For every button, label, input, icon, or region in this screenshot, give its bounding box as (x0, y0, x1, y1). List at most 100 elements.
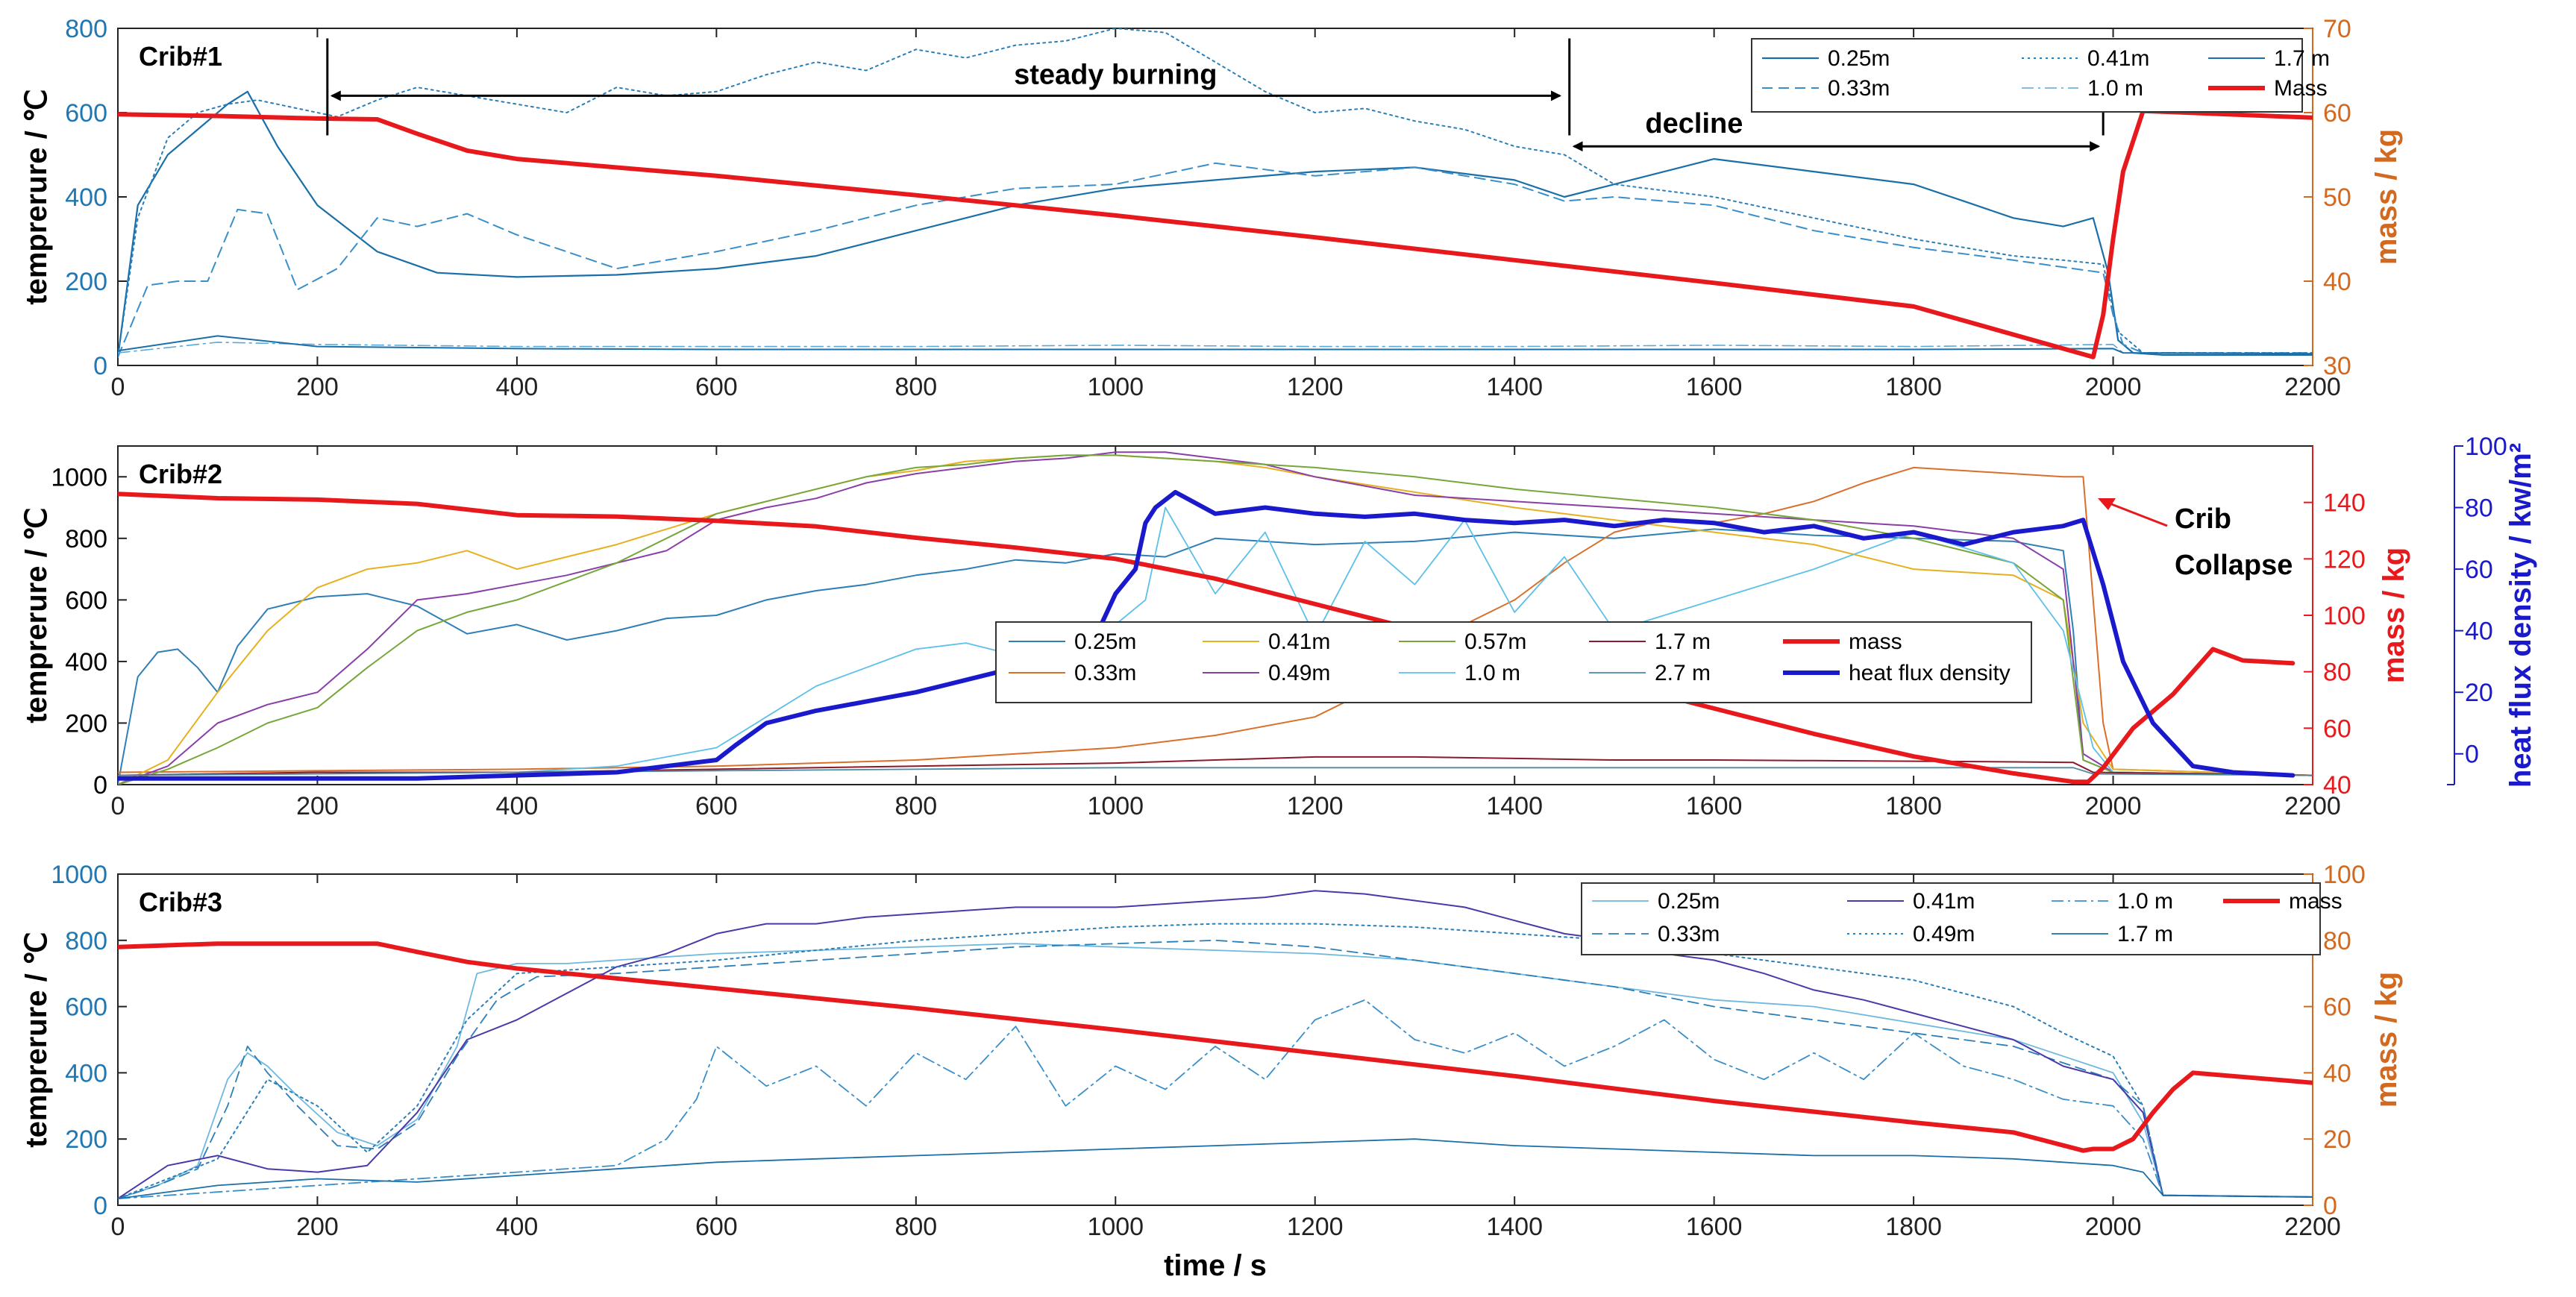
series-line-1-7-m (118, 756, 2313, 776)
y3-tick-label: 100 (2465, 433, 2507, 461)
y3-tick-label: 60 (2465, 556, 2493, 584)
y2-tick-label: 30 (2323, 352, 2351, 380)
x-tick-label: 1600 (1686, 373, 1743, 401)
y2-tick-label: 100 (2323, 861, 2366, 889)
x-tick-label: 600 (695, 792, 738, 820)
y2-tick-label: 80 (2323, 927, 2351, 955)
x-tick-label: 2200 (2284, 792, 2341, 820)
y-tick-label: 200 (65, 268, 107, 296)
y-tick-label: 800 (65, 15, 107, 43)
x-tick-label: 200 (296, 1213, 339, 1241)
y-axis-title: temprerure / ℃ (20, 507, 53, 723)
y2-axis-title: mass / kg (2370, 972, 2403, 1108)
y-tick-label: 600 (65, 586, 107, 615)
series-group (118, 28, 2313, 359)
y3-tick-label: 80 (2465, 494, 2493, 523)
annotation-label: steady burning (1014, 59, 1217, 90)
y-tick-label: 0 (93, 1192, 107, 1220)
series-line-2-7-m (118, 767, 2313, 776)
y2-tick-label: 140 (2323, 489, 2366, 518)
y-axis-title: temprerure / ℃ (20, 932, 53, 1147)
legend-label: 1.7 m (2274, 46, 2330, 71)
legend: 0.25m 0.41m 1.7 m 0.33m 1.0 m Mass (1751, 38, 2330, 113)
y-tick-label: 0 (93, 352, 107, 380)
legend-label: 0.33m (1828, 76, 1890, 101)
annotation-label: Collapse (2175, 550, 2293, 581)
x-axis-title: time / s (1164, 1249, 1267, 1282)
y-tick-label: 800 (65, 525, 107, 553)
legend-box (995, 621, 2032, 703)
legend-label: 1.0 m (2087, 76, 2143, 101)
x-tick-label: 800 (894, 373, 937, 401)
series-group (118, 890, 2313, 1200)
panel-label: Crib#2 (139, 459, 222, 489)
legend-label: 0.33m (1074, 661, 1136, 685)
legend-label: 0.57m (1464, 629, 1526, 654)
legend-label: mass (2289, 889, 2342, 914)
y2-tick-label: 0 (2323, 1192, 2337, 1220)
y2-tick-label: 60 (2323, 993, 2351, 1022)
annotation-label: Crib (2175, 503, 2231, 535)
x-tick-label: 400 (496, 792, 539, 820)
y2-tick-label: 100 (2323, 602, 2366, 630)
series-line-1-0-m (118, 506, 2313, 776)
legend-label: 1.7 m (2117, 922, 2173, 946)
legend-label: mass (1849, 629, 1902, 654)
series-line-mass (118, 108, 2313, 359)
series-line-0-41m (118, 454, 2313, 785)
x-tick-label: 1200 (1287, 792, 1344, 820)
legend-label: 1.0 m (1464, 661, 1520, 685)
plot-area (117, 445, 2313, 785)
chart-panel-2: 0 200 400 600 800 1000 1200 1400 1600 1800 2000 220… (20, 433, 2537, 820)
y-tick-label: 400 (65, 183, 107, 212)
x-tick-label: 800 (894, 1213, 937, 1241)
y-tick-label: 400 (65, 1059, 107, 1087)
x-tick-label: 1800 (1885, 792, 1942, 820)
x-tick-label: 1800 (1885, 1213, 1942, 1241)
x-tick-label: 600 (695, 373, 738, 401)
x-tick-label: 0 (111, 373, 125, 401)
x-tick-label: 1800 (1885, 373, 1942, 401)
y-tick-label: 0 (93, 771, 107, 800)
panel-label: Crib#1 (139, 41, 222, 72)
x-tick-label: 2200 (2284, 1213, 2341, 1241)
series-line-0-33m (118, 939, 2313, 1199)
y-tick-label: 200 (65, 709, 107, 738)
x-tick-label: 2200 (2284, 373, 2341, 401)
x-tick-label: 400 (496, 1213, 539, 1241)
legend-label: 0.41m (1913, 889, 1975, 914)
x-tick-label: 1000 (1087, 792, 1144, 820)
chart-panel-1: 0 200 400 600 800 1000 1200 1400 1600 1800 2000 220… (20, 15, 2403, 401)
series-line-1-0-m (118, 999, 2313, 1199)
x-tick-label: 200 (296, 373, 339, 401)
y2-axis-title: mass / kg (2370, 129, 2403, 265)
legend-label: 0.25m (1074, 629, 1136, 654)
collapse-arrow (2103, 500, 2168, 527)
x-tick-label: 400 (496, 373, 539, 401)
x-tick-label: 1200 (1287, 1213, 1344, 1241)
chart-panel-3: 0 200 400 600 800 1000 1200 1400 1600 1800 2000 220… (20, 861, 2403, 1282)
legend-label: 1.0 m (2117, 889, 2173, 914)
x-tick-label: 200 (296, 792, 339, 820)
legend-label: 0.25m (1828, 46, 1890, 71)
x-tick-label: 1600 (1686, 1213, 1743, 1241)
series-line-0-25m (118, 90, 2313, 358)
x-tick-label: 1400 (1486, 792, 1543, 820)
y2-tick-label: 60 (2323, 715, 2351, 743)
legend-label: 2.7 m (1655, 661, 1711, 685)
x-tick-label: 2000 (2085, 1213, 2142, 1241)
panel-label: Crib#3 (139, 887, 222, 917)
legend-label: 1.7 m (1655, 629, 1711, 654)
y2-tick-label: 20 (2323, 1125, 2351, 1154)
series-line-0-49m (118, 451, 2313, 785)
y3-tick-label: 20 (2465, 679, 2493, 707)
series-line-0-41m (118, 890, 2313, 1200)
x-tick-label: 0 (111, 1213, 125, 1241)
legend-label: 0.33m (1658, 922, 1720, 946)
legend: 0.25m 0.41m 0.57m 1.7 m mass 0.33m 0.49m 1.0 m 2… (995, 621, 2032, 703)
y2-tick-label: 40 (2323, 1059, 2351, 1087)
x-tick-label: 1200 (1287, 373, 1344, 401)
series-line-0-33m (118, 466, 2313, 776)
y-tick-label: 600 (65, 99, 107, 128)
